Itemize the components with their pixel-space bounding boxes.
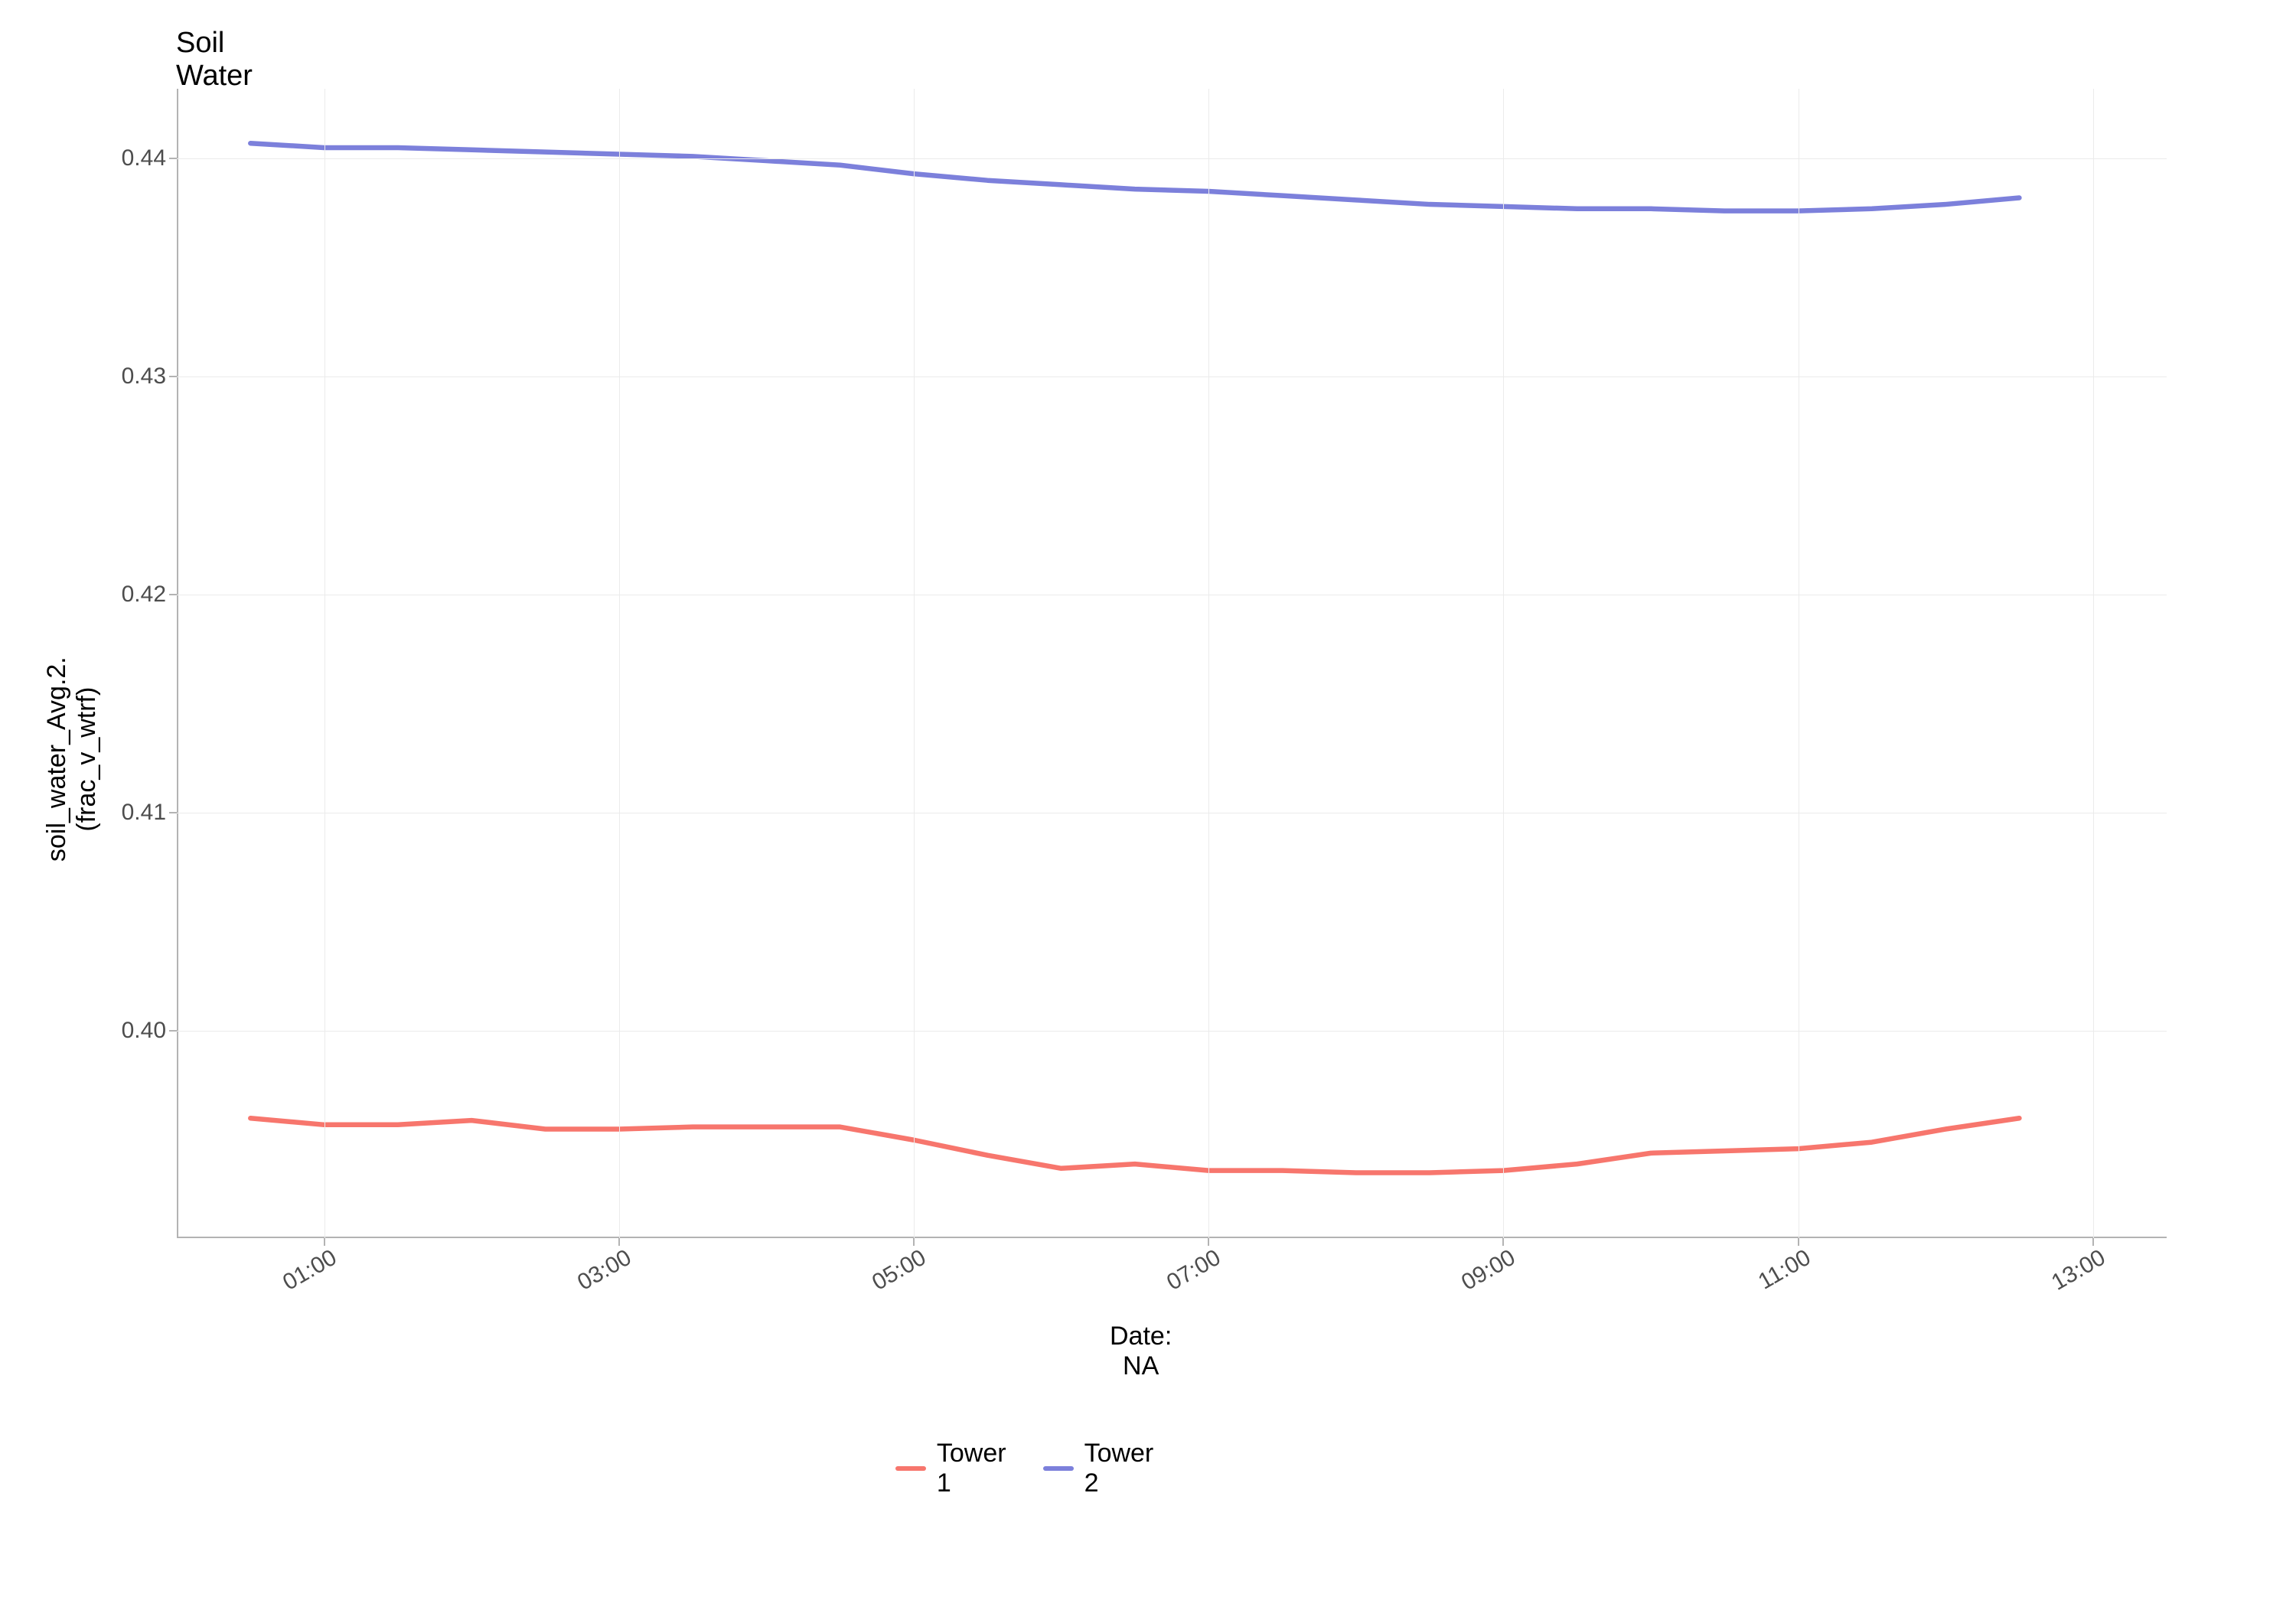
y-tick-label: 0.43 — [122, 363, 177, 390]
legend-label: Tower 2 — [1084, 1439, 1160, 1498]
y-tick-label: 0.40 — [122, 1018, 177, 1044]
x-tick-label: 11:00 — [1750, 1238, 1815, 1296]
y-tick-label: 0.42 — [122, 582, 177, 608]
x-tick-label: 07:00 — [1159, 1238, 1225, 1296]
x-axis-label: Date: NA — [1110, 1322, 1172, 1381]
plot-area: 0.400.410.420.430.4401:0003:0005:0007:00… — [176, 88, 2167, 1239]
gridline-h — [177, 376, 2167, 377]
legend-label: Tower 1 — [937, 1439, 1013, 1498]
legend-item-tower-2: Tower 2 — [1043, 1439, 1160, 1498]
series-line-tower-2 — [250, 143, 2019, 210]
gridline-v — [2093, 89, 2094, 1238]
y-tick-label: 0.44 — [122, 145, 177, 171]
gridline-v — [1503, 89, 1504, 1238]
series-line-tower-1 — [250, 1118, 2019, 1172]
line-layer — [177, 89, 2167, 1238]
legend-item-tower-1: Tower 1 — [895, 1439, 1013, 1498]
legend-swatch — [1043, 1466, 1074, 1471]
gridline-v — [1208, 89, 1209, 1238]
gridline-v — [914, 89, 915, 1238]
y-tick-label: 0.41 — [122, 800, 177, 826]
legend-swatch — [895, 1466, 926, 1471]
gridline-v — [619, 89, 620, 1238]
gridline-h — [177, 1031, 2167, 1032]
x-tick-label: 03:00 — [569, 1238, 636, 1296]
x-tick-label: 01:00 — [275, 1238, 341, 1296]
legend: Tower 1 Tower 2 — [895, 1439, 1159, 1498]
x-tick-label: 09:00 — [1453, 1238, 1520, 1296]
x-tick-label: 05:00 — [864, 1238, 931, 1296]
gridline-h — [177, 158, 2167, 159]
y-axis-label: soil_water_Avg.2. (frac_v_wtrf) — [42, 657, 102, 862]
x-tick-label: 13:00 — [2043, 1238, 2110, 1296]
